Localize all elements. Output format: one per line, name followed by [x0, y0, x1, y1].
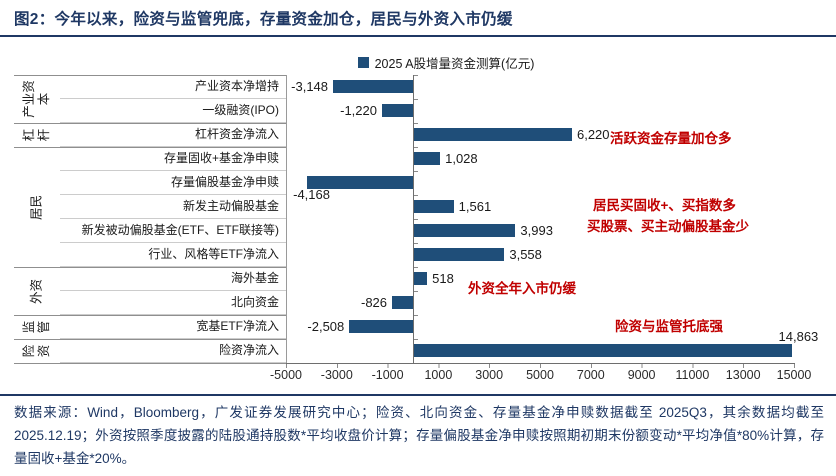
bar-fixed-income-funds: [414, 152, 441, 165]
group-separator: [14, 147, 286, 148]
zero-axis-ticks: [414, 75, 418, 365]
category-group-industrial-capital: 产业资本: [22, 80, 51, 118]
bar-overseas-funds: [414, 272, 428, 285]
x-axis-tick-label: 7000: [576, 368, 605, 382]
category-label: 存量固收+基金净申赎: [60, 147, 286, 171]
category-axis-line: [286, 75, 287, 363]
x-axis-tick-label: 9000: [627, 368, 656, 382]
category-label: 海外基金: [60, 267, 286, 291]
category-group-regulator: 监管: [22, 320, 51, 334]
category-group-insurance: 险资: [22, 344, 51, 358]
group-separator: [14, 123, 286, 124]
value-axis-line: [286, 363, 795, 364]
category-label: 新发主动偏股基金: [60, 195, 286, 219]
x-axis-tick-label: -5000: [270, 368, 302, 382]
annotation-active-funds: 活跃资金存量加仓多: [610, 131, 732, 146]
annotation-residents-buy: 居民买固收+、买指数多: [593, 198, 736, 213]
x-axis-tick-label: 1000: [424, 368, 453, 382]
value-label: 14,863: [778, 329, 819, 344]
category-label: 新发被动偏股基金(ETF、ETF联接等): [60, 219, 286, 243]
category-group-foreign: 外资: [29, 278, 44, 304]
x-axis-tick-label: 3000: [475, 368, 504, 382]
value-label: 1,028: [445, 151, 478, 166]
bar-existing-equity-funds: [307, 176, 413, 189]
value-label: -826: [360, 295, 388, 310]
value-label: -2,508: [307, 319, 345, 334]
value-label: 518: [432, 271, 454, 286]
bar-insurance-inflow: [414, 344, 792, 357]
value-label: -1,220: [340, 103, 377, 118]
bar-sector-etf: [414, 248, 505, 261]
group-separator: [14, 75, 286, 76]
x-axis-tick-label: 11000: [675, 368, 710, 382]
category-label: 北向资金: [60, 291, 286, 315]
x-axis-tick-label: 13000: [725, 368, 761, 382]
category-group-leverage: 杠杆: [22, 128, 51, 142]
category-label: 险资净流入: [60, 339, 286, 363]
category-label: 存量偏股基金净申赎: [60, 171, 286, 195]
bar-industrial-net-holding: [333, 80, 413, 93]
legend-swatch-icon: [357, 57, 369, 68]
category-label: 行业、风格等ETF净流入: [60, 243, 286, 267]
value-label: 3,993: [520, 223, 553, 238]
bar-broad-etf: [349, 320, 413, 333]
category-axis-labels: 产业资本净增持 一级融资(IPO) 杠杆资金净流入 存量固收+基金净申赎 存量偏…: [60, 75, 286, 363]
group-separator: [14, 267, 286, 268]
bar-ipo-financing: [382, 104, 413, 117]
figure-title: 图2：今年以来，险资与监管兜底，存量资金加仓，居民与外资入市仍缓: [14, 11, 513, 28]
bar-northbound: [392, 296, 413, 309]
x-axis-tick-label: 5000: [526, 368, 554, 382]
group-separator: [14, 363, 286, 364]
group-separator: [14, 339, 286, 340]
category-label: 宽基ETF净流入: [60, 315, 286, 339]
annotation-insurance-support: 险资与监管托底强: [615, 319, 723, 334]
category-group-residents: 居民: [29, 194, 44, 220]
x-axis-tick-label: -3000: [320, 368, 353, 382]
legend-label: 2025 A股增量资金测算(亿元): [374, 57, 535, 71]
annotation-foreign-slow: 外资全年入市仍缓: [468, 281, 576, 296]
footer-divider: [0, 394, 836, 396]
category-label: 杠杆资金净流入: [60, 123, 286, 147]
category-label: 一级融资(IPO): [60, 99, 286, 123]
title-divider: [0, 35, 836, 37]
value-label: 6,220: [576, 127, 610, 142]
plot-area: -3,148 -1,220 6,220 1,028 -4,168 1,561 3…: [270, 75, 818, 382]
value-axis-ticks: [286, 364, 795, 368]
x-axis-tick-label: 15000: [776, 368, 812, 382]
category-label: 产业资本净增持: [60, 75, 286, 99]
chart-legend: 2025 A股增量资金测算(亿元): [0, 53, 836, 72]
source-note: 数据来源：Wind，Bloomberg，广发证券发展研究中心；险资、北向资金、存…: [14, 405, 824, 466]
value-label: -3,148: [291, 79, 329, 94]
value-label: 1,561: [458, 199, 492, 214]
bar-new-passive-funds: [414, 224, 516, 237]
zero-axis-line: [413, 75, 414, 364]
annotation-residents-sell: 买股票、买主动偏股基金少: [587, 219, 749, 234]
value-label: -4,168: [293, 187, 330, 202]
x-axis-tick-label: -1000: [371, 368, 404, 382]
bar-leverage-funds: [414, 128, 572, 141]
bar-new-active-funds: [414, 200, 454, 213]
value-label: 3,558: [509, 247, 542, 262]
group-separator: [14, 315, 286, 316]
